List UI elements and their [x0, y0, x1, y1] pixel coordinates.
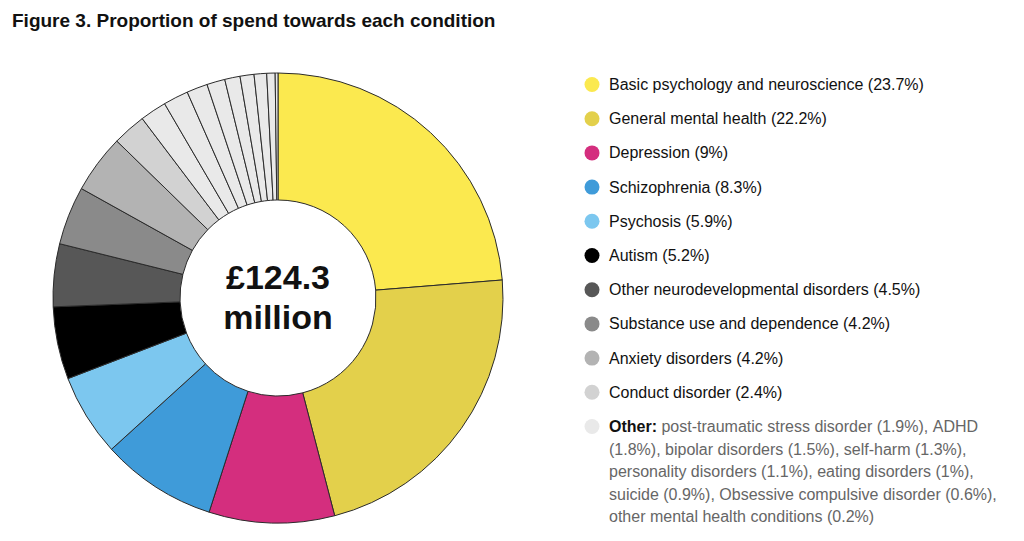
- legend-label: (0.6%),: [945, 486, 997, 503]
- legend-label: Anxiety disorders (4.2%): [609, 350, 783, 367]
- legend-label: Autism (5.2%): [609, 247, 709, 264]
- legend-value: (9%): [690, 144, 728, 161]
- legend-label: (1.3%),: [915, 441, 967, 458]
- legend-category: Substance use and dependence: [609, 315, 839, 332]
- legend-swatch: [585, 214, 600, 229]
- legend-label: disorders: [865, 463, 931, 480]
- legend-label: conditions: [750, 508, 822, 525]
- center-label: million: [223, 298, 333, 336]
- legend-category: Basic psychology and neuroscience: [609, 76, 863, 93]
- legend-label: (1.1%),: [761, 463, 813, 480]
- legend-label: (0.9%),: [663, 486, 715, 503]
- legend-swatch: [585, 282, 600, 297]
- legend-value: (23.7%): [863, 76, 923, 93]
- chart: Figure 3. Proportion of spend towards ea…: [0, 0, 1024, 541]
- legend-label: other: [609, 508, 646, 525]
- legend-label: compulsive: [798, 486, 878, 503]
- legend-value: (2.4%): [731, 384, 783, 401]
- legend-label: Substance use and dependence (4.2%): [609, 315, 890, 332]
- legend-label: Basic psychology and neuroscience (23.7%…: [609, 76, 924, 93]
- legend-swatch: [585, 111, 600, 126]
- legend-label: disorders: [718, 441, 784, 458]
- legend-label: Depression (9%): [609, 144, 728, 161]
- slice: [275, 73, 278, 200]
- legend-label: Psychosis (5.9%): [609, 213, 733, 230]
- legend-swatch: [585, 385, 600, 400]
- legend-swatch: [585, 145, 600, 160]
- legend-label: Other neurodevelopmental disorders (4.5%…: [609, 281, 920, 298]
- legend-label: (1%),: [935, 463, 973, 480]
- legend-label: disorder: [814, 418, 872, 435]
- legend-label: ADHD: [933, 418, 978, 435]
- legend-label: personality: [609, 463, 686, 480]
- legend-label: disorder: [883, 486, 941, 503]
- legend-category: Other neurodevelopmental disorders: [609, 281, 869, 298]
- legend-category: General mental health: [609, 110, 766, 127]
- legend-label: post-traumatic: [661, 418, 762, 435]
- legend-value: (8.3%): [710, 179, 762, 196]
- legend-swatch: [585, 77, 600, 92]
- legend-label: (0.2%): [827, 508, 874, 525]
- legend-category: Psychosis: [609, 213, 681, 230]
- legend-label: Obsessive: [719, 486, 794, 503]
- legend-label: stress: [767, 418, 810, 435]
- legend-value: (4.2%): [839, 315, 891, 332]
- legend-label: bipolar: [665, 441, 714, 458]
- legend-category: Depression: [609, 144, 690, 161]
- legend-group-label: Other:: [609, 418, 657, 435]
- slice: [53, 302, 186, 379]
- legend-value: (5.9%): [681, 213, 733, 230]
- legend-swatch: [585, 419, 600, 434]
- legend-category: Anxiety disorders: [609, 350, 732, 367]
- legend-label: (1.8%),: [609, 441, 661, 458]
- legend-label: suicide: [609, 486, 659, 503]
- legend: Basic psychology and neuroscience (23.7%…: [585, 76, 997, 525]
- legend-value: (22.2%): [766, 110, 826, 127]
- legend-label: disorders: [691, 463, 757, 480]
- legend-category: Schizophrenia: [609, 179, 711, 196]
- legend-label: health: [702, 508, 746, 525]
- legend-label: self-harm: [844, 441, 911, 458]
- legend-label: eating: [817, 463, 861, 480]
- legend-label: Conduct disorder (2.4%): [609, 384, 782, 401]
- legend-value: (4.2%): [732, 350, 784, 367]
- legend-label: General mental health (22.2%): [609, 110, 827, 127]
- legend-swatch: [585, 180, 600, 195]
- center-label: £124.3: [226, 258, 330, 296]
- legend-value: (5.2%): [658, 247, 710, 264]
- legend-category: Conduct disorder: [609, 384, 732, 401]
- slices: [53, 73, 503, 523]
- legend-value: (4.5%): [869, 281, 921, 298]
- title: Figure 3. Proportion of spend towards ea…: [12, 10, 495, 31]
- legend-swatch: [585, 248, 600, 263]
- legend-label: Schizophrenia (8.3%): [609, 179, 762, 196]
- legend-label: (1.9%),: [877, 418, 929, 435]
- legend-swatch: [585, 351, 600, 366]
- legend-category: Autism: [609, 247, 658, 264]
- legend-label: (1.5%),: [788, 441, 840, 458]
- legend-swatch: [585, 316, 600, 331]
- legend-label: mental: [650, 508, 698, 525]
